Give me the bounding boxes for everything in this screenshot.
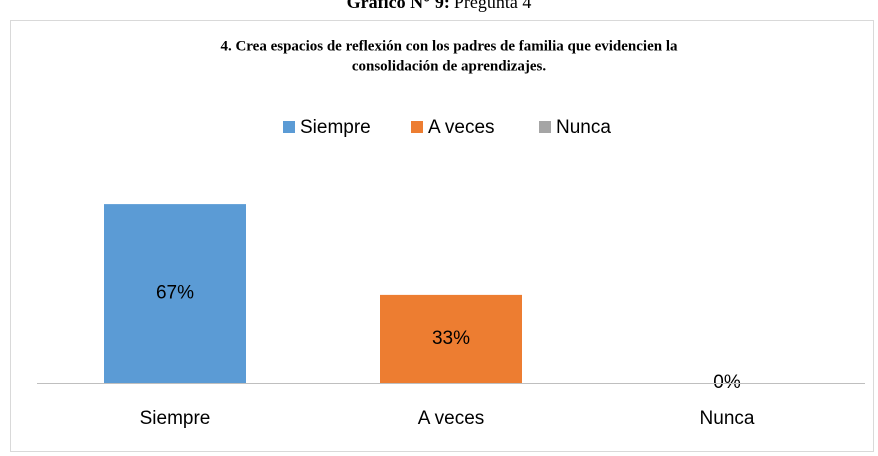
bar	[104, 204, 246, 383]
caption-text: Pregunta 4	[454, 0, 531, 12]
caption-label: Gráfico N° 9:	[347, 0, 450, 12]
data-label: 0%	[713, 372, 741, 393]
legend-label: Siempre	[300, 117, 371, 138]
x-tick-label: A veces	[418, 408, 485, 429]
legend-swatch	[283, 121, 295, 133]
legend-swatch	[411, 121, 423, 133]
legend-label: Nunca	[556, 117, 611, 138]
data-label: 67%	[156, 283, 194, 304]
data-label: 33%	[432, 328, 470, 349]
legend-label: A veces	[428, 117, 495, 138]
caption: Gráfico N° 9: Pregunta 4	[347, 0, 532, 12]
x-tick-label: Nunca	[700, 408, 755, 429]
chart-title: consolidación de aprendizajes.	[352, 58, 547, 74]
legend-swatch	[539, 121, 551, 133]
x-tick-label: Siempre	[140, 408, 211, 429]
chart-title: 4. Crea espacios de reflexión con los pa…	[220, 38, 678, 54]
bar	[380, 294, 522, 383]
